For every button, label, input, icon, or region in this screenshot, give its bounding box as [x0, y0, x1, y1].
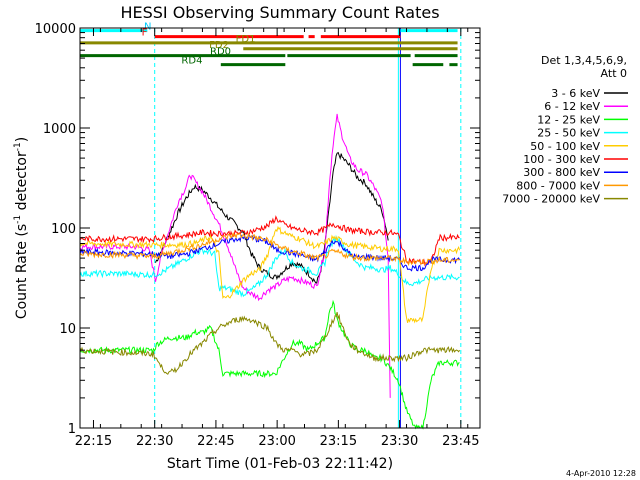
legend-label-0: 3 - 6 keV — [551, 87, 600, 100]
series-line-8 — [79, 311, 461, 375]
y-axis-label-sup1: -1 — [13, 215, 23, 224]
series-line-5 — [79, 215, 460, 267]
x-tick-label-2: 22:45 — [197, 434, 234, 449]
x-axis: 22:15 22:30 22:45 23:00 23:15 23:30 23:45 — [75, 28, 480, 449]
legend-label-4: 50 - 100 keV — [530, 140, 600, 153]
y-tick-label-0: 1 — [68, 422, 76, 437]
y-tick-label-4: 10000 — [35, 22, 76, 37]
mode-label-0: N — [144, 22, 151, 33]
y-axis-label-mid: detector — [14, 151, 30, 215]
series-line-7 — [79, 231, 460, 267]
x-tick-label-1: 22:30 — [136, 434, 173, 449]
series-line-0 — [155, 151, 389, 284]
legend-label-7: 800 - 7000 keV — [516, 179, 600, 192]
legend-header-line2: Att 0 — [601, 67, 627, 80]
y-tick-label-1: 10 — [59, 322, 76, 337]
y-axis-label-base: Count Rate (s — [14, 224, 30, 319]
legend-label-6: 300 - 800 keV — [523, 166, 600, 179]
y-axis-label-end: ) — [14, 137, 30, 142]
legend-label-3: 25 - 50 keV — [537, 127, 600, 140]
mode-label-5: RD4 — [181, 56, 202, 67]
mode-label-2: FD1 — [236, 34, 256, 45]
y-axis-label-sup2: -1 — [13, 142, 23, 151]
mode-label-3: FD2 — [209, 40, 229, 51]
legend-label-1: 6 - 12 keV — [544, 100, 600, 113]
series-line-3 — [79, 234, 460, 298]
x-tick-label-4: 23:15 — [320, 434, 357, 449]
x-tick-label-3: 23:00 — [258, 434, 295, 449]
legend-label-5: 100 - 300 keV — [523, 153, 600, 166]
y-tick-label-3: 1000 — [43, 122, 76, 137]
series-line-1 — [79, 113, 391, 398]
series-line-4 — [79, 225, 461, 324]
x-tick-label-6: 23:45 — [442, 434, 479, 449]
y-axis: 1 10 100 1000 10000 — [35, 22, 480, 437]
series-line-2 — [79, 299, 460, 430]
chart-title: HESSI Observing Summary Count Rates — [120, 3, 439, 22]
x-tick-label-5: 23:30 — [381, 434, 418, 449]
mode-label-1: F — [142, 28, 148, 39]
y-tick-label-2: 100 — [51, 222, 76, 237]
timestamp: 4-Apr-2010 12:28 — [566, 469, 636, 478]
legend-label-2: 12 - 25 keV — [537, 113, 600, 126]
x-axis-label: Start Time (01-Feb-03 22:11:42) — [167, 456, 393, 472]
mode-label-4: RD0 — [210, 47, 231, 58]
x-tick-label-0: 22:15 — [75, 434, 112, 449]
legend-header-line1: Det 1,3,4,5,6,9, — [541, 54, 627, 67]
y-axis-label: Count Rate (s-1 detector-1) — [13, 137, 30, 319]
legend-label-8: 7000 - 20000 keV — [502, 193, 600, 206]
